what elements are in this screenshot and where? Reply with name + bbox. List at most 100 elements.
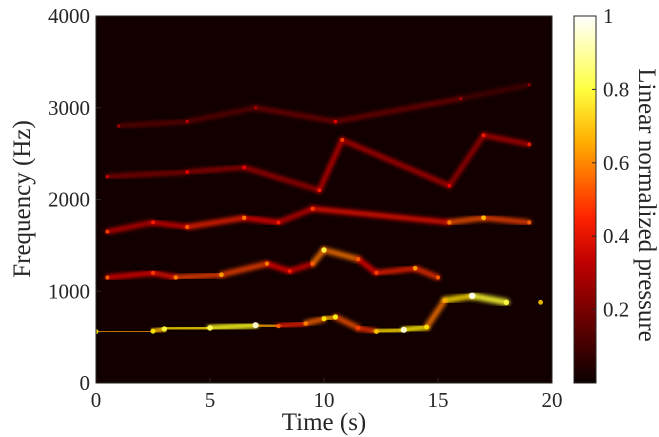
y-tick-label: 1000 — [48, 279, 90, 303]
colorbar-tick-label: 0.6 — [603, 151, 629, 175]
component-segment — [105, 170, 190, 179]
component-segment — [481, 215, 532, 225]
component-peak — [264, 261, 270, 266]
component-peak — [151, 270, 155, 275]
component-peak — [447, 220, 452, 225]
x-tick-label: 0 — [91, 388, 102, 412]
y-tick-label: 2000 — [48, 188, 90, 212]
component-segment — [310, 206, 452, 225]
component-segment — [400, 324, 430, 333]
component-fundamental — [96, 292, 544, 335]
component-peak — [374, 329, 379, 334]
component-peak — [276, 324, 281, 329]
component-segment — [310, 247, 327, 267]
component-peak — [317, 188, 322, 193]
component-peak — [447, 183, 452, 188]
spectrogram-marks — [96, 83, 544, 335]
component-segment — [184, 215, 247, 230]
component-segment — [332, 314, 361, 331]
component-segment — [447, 133, 486, 188]
component-peak — [424, 324, 430, 330]
component-peak — [117, 124, 121, 128]
component-segment — [161, 324, 213, 332]
component-peak — [332, 314, 338, 320]
component-segment — [218, 261, 270, 278]
component-segment — [116, 119, 190, 128]
component-peak — [442, 298, 448, 303]
component-peak — [481, 133, 486, 138]
component-segment — [105, 270, 156, 280]
component-segment — [412, 265, 441, 280]
component-peak — [321, 316, 327, 322]
component-peak — [254, 106, 258, 110]
component-segment — [469, 292, 510, 306]
y-axis-label: Frequency (Hz) — [9, 120, 36, 278]
component-harmonic-2 — [105, 247, 441, 280]
component-segment — [276, 321, 309, 329]
component-segment — [424, 297, 448, 330]
component-peak — [356, 257, 361, 262]
component-segment — [373, 326, 407, 335]
component-segment — [150, 270, 179, 280]
component-peak — [161, 326, 168, 332]
component-peak — [207, 325, 213, 331]
y-tick-label: 0 — [80, 371, 91, 395]
component-peak — [527, 220, 532, 225]
x-tick-label: 5 — [205, 388, 216, 412]
component-peak — [527, 83, 531, 87]
component-segment — [303, 316, 327, 326]
component-segment — [264, 261, 293, 274]
component-peak — [340, 137, 345, 142]
component-segment — [185, 165, 247, 174]
component-segment — [276, 206, 315, 225]
colorbar — [573, 15, 597, 384]
component-segment — [333, 96, 463, 124]
component-segment — [374, 265, 418, 276]
component-peak — [276, 220, 281, 225]
component-segment — [253, 105, 338, 124]
component-peak — [481, 215, 486, 221]
component-segment — [185, 105, 258, 124]
component-segment — [287, 261, 315, 274]
component-segment — [355, 325, 379, 335]
component-peak — [400, 326, 407, 333]
component-peak — [185, 170, 189, 174]
component-harmonic-3 — [105, 206, 532, 234]
component-segment — [481, 133, 532, 147]
colorbar-label: Linear normalized pressure — [633, 68, 659, 342]
y-tick-label: 4000 — [48, 4, 90, 28]
component-peak — [412, 266, 418, 271]
component-peak — [105, 275, 110, 280]
component-peak — [374, 270, 379, 275]
component-peak — [303, 321, 308, 326]
colorbar-tick-label: 0.8 — [603, 77, 629, 101]
component-peak — [242, 215, 247, 220]
component-peak — [503, 299, 510, 305]
component-peak — [219, 272, 224, 278]
component-peak — [333, 119, 338, 124]
component-harmonic-4 — [105, 133, 532, 193]
x-axis: 0 5 10 15 20 — [91, 378, 563, 412]
y-tick-label: 3000 — [48, 96, 90, 120]
x-tick-label: 20 — [542, 388, 563, 412]
component-peak — [252, 322, 259, 329]
component-peak — [242, 165, 246, 170]
component-peak — [310, 261, 315, 266]
component-peak — [287, 269, 292, 273]
component-peak — [435, 275, 441, 280]
component-segment — [441, 292, 476, 304]
component-segment — [173, 272, 224, 280]
component-peak — [538, 299, 543, 305]
colorbar-axis: 0.2 0.4 0.6 0.8 1 — [592, 4, 630, 322]
component-peak — [173, 275, 178, 280]
y-axis: 0 1000 2000 3000 4000 — [48, 4, 101, 395]
component-peak — [469, 292, 476, 299]
component-peak — [105, 175, 109, 179]
component-segment — [355, 256, 379, 276]
colorbar-tick-label: 0.4 — [603, 224, 630, 248]
component-peak — [527, 142, 532, 147]
component-segment — [340, 137, 452, 188]
x-tick-label: 10 — [314, 388, 335, 412]
spectrogram-background — [96, 16, 552, 383]
